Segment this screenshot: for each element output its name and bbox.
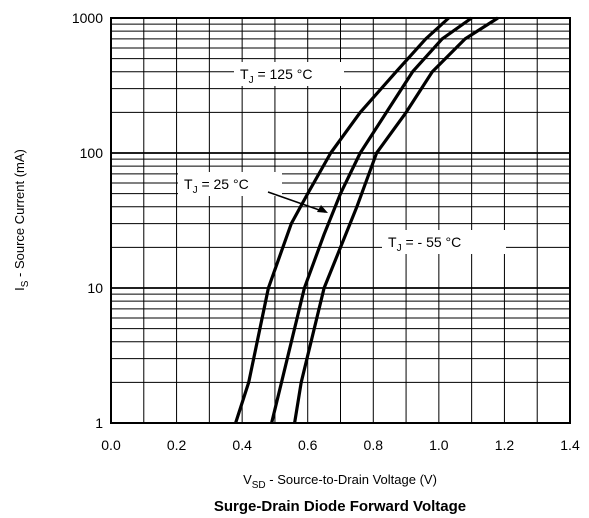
x-tick-label: 0.8 [364, 437, 384, 453]
label-125-box [234, 62, 344, 86]
label-125: TJ = 125 °C [240, 66, 312, 86]
x-tick-label: 0.0 [101, 437, 121, 453]
chart-title: Surge-Drain Diode Forward Voltage [214, 498, 466, 515]
y-tick-label: 1000 [72, 10, 103, 26]
series-line-2 [293, 16, 499, 424]
x-tick-label: 0.2 [167, 437, 187, 453]
x-tick-label: 1.4 [560, 437, 580, 453]
x-tick-label: 0.4 [232, 437, 252, 453]
y-axis-label: IS - Source Current (mA) [12, 149, 31, 291]
label-25-box [178, 172, 282, 196]
tick-labels: 0.0 0.2 0.4 0.6 0.8 1.0 1.2 1.4 1 10 100 1000 [72, 10, 580, 453]
annotations: TJ = 125 °C TJ = 25 °C TJ = - 55 °C [178, 62, 506, 254]
series-line-0 [234, 16, 450, 424]
plot-frame [110, 17, 571, 424]
x-tick-label: 1.0 [429, 437, 449, 453]
series-lines [234, 16, 499, 424]
label-m55-box [382, 230, 506, 254]
label-25: TJ = 25 °C [184, 176, 249, 196]
series-line-1 [270, 16, 473, 424]
label-m55: TJ = - 55 °C [388, 234, 461, 254]
label-25-pointer [267, 191, 326, 213]
x-tick-label: 0.6 [298, 437, 318, 453]
y-tick-label: 1 [95, 415, 103, 431]
label-25-arrowhead [317, 205, 328, 213]
x-axis-label: VSD - Source-to-Drain Voltage (V) [243, 472, 437, 491]
x-tick-label: 1.2 [495, 437, 515, 453]
y-tick-label: 10 [87, 280, 103, 296]
y-tick-label: 100 [80, 145, 104, 161]
